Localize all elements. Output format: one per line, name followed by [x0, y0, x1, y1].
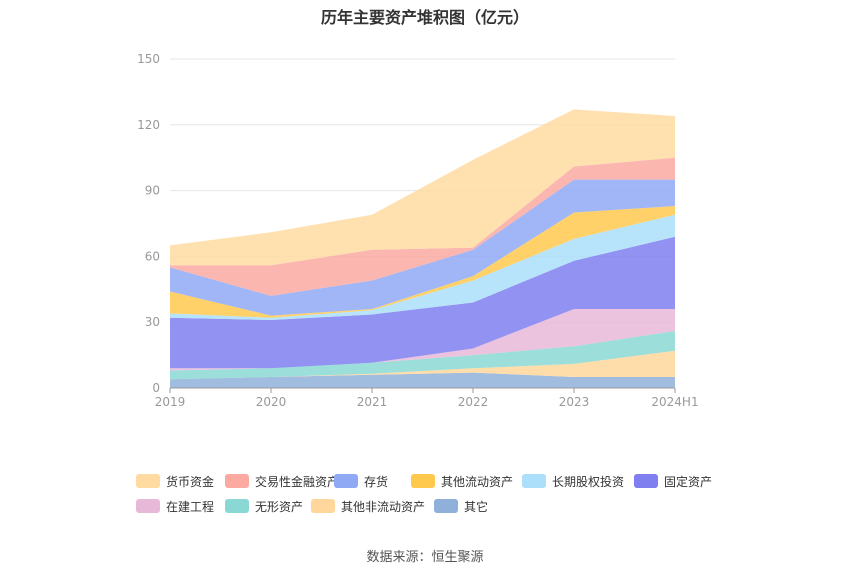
y-tick-label: 120 — [137, 118, 160, 132]
legend-label: 其他流动资产 — [441, 474, 514, 489]
legend-item[interactable]: 固定资产 — [634, 472, 712, 490]
legend-label: 货币资金 — [166, 474, 215, 489]
x-tick-label: 2020 — [256, 395, 287, 409]
legend-label: 交易性金融资产 — [255, 474, 340, 489]
series-area — [170, 309, 675, 371]
legend-item[interactable]: 其它 — [434, 497, 488, 515]
series-area — [170, 206, 675, 318]
series-area — [170, 214, 675, 320]
legend-swatch — [311, 499, 335, 513]
legend-swatch — [136, 499, 160, 513]
y-tick-label: 90 — [145, 184, 160, 198]
legend-swatch — [334, 474, 358, 488]
legend-swatch — [136, 474, 160, 488]
plot-area: 0 30 60 90 120 150 2019 2020 2021 2022 2023 2024H1 — [137, 52, 699, 409]
legend-item[interactable]: 存货 — [334, 472, 388, 490]
legend-item[interactable]: 交易性金融资产 — [225, 472, 339, 490]
series-area — [170, 109, 675, 266]
legend-label: 长期股权投资 — [552, 474, 625, 489]
x-tick-label: 2023 — [559, 395, 590, 409]
series-area — [170, 372, 675, 388]
chart-title: 历年主要资产堆积图（亿元） — [320, 8, 529, 27]
series-area — [170, 331, 675, 380]
legend-label: 其他非流动资产 — [341, 499, 426, 514]
x-tick-label: 2024H1 — [651, 395, 698, 409]
series-area — [170, 350, 675, 380]
source-note: 数据来源：恒生聚源 — [366, 550, 484, 565]
legend-label: 固定资产 — [664, 474, 713, 489]
x-tick-label: 2019 — [155, 395, 186, 409]
legend-swatch — [411, 474, 435, 488]
legend-label: 其它 — [464, 499, 489, 514]
legend-label: 存货 — [364, 474, 389, 489]
legend-swatch — [225, 499, 249, 513]
legend-item[interactable]: 长期股权投资 — [522, 472, 624, 490]
legend-swatch — [522, 474, 546, 488]
y-tick-label: 0 — [152, 381, 160, 395]
legend-swatch — [225, 474, 249, 488]
legend-item[interactable]: 其他非流动资产 — [311, 497, 425, 515]
legend-swatch — [434, 499, 458, 513]
legend-swatch — [634, 474, 658, 488]
legend-item[interactable]: 其他流动资产 — [411, 472, 513, 490]
series-area — [170, 236, 675, 369]
series-area — [170, 179, 675, 316]
legend-label: 在建工程 — [166, 499, 215, 514]
legend-label: 无形资产 — [255, 499, 304, 514]
series-area — [170, 157, 675, 296]
legend-item[interactable]: 在建工程 — [136, 497, 214, 515]
y-tick-label: 150 — [137, 52, 160, 66]
x-tick-label: 2022 — [458, 395, 489, 409]
x-tick-label: 2021 — [357, 395, 388, 409]
legend-item[interactable]: 无形资产 — [225, 497, 303, 515]
y-tick-label: 30 — [145, 315, 160, 329]
y-tick-label: 60 — [145, 249, 160, 263]
legend-item[interactable]: 货币资金 — [136, 472, 214, 490]
